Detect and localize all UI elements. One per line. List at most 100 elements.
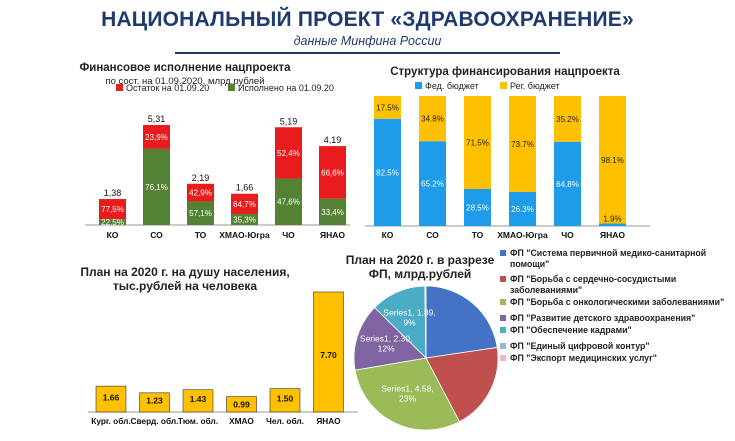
page-title: НАЦИОНАЛЬНЫЙ ПРОЕКТ «ЗДРАВООХРАНЕНИЕ»	[101, 8, 634, 31]
structure-bar-reg-1	[419, 96, 446, 142]
finance-bar-rest-1	[143, 125, 170, 149]
pie-legend-swatch-5	[500, 342, 506, 349]
pie-legend-swatch-4	[500, 327, 506, 333]
finance-bar-done-2	[187, 201, 214, 225]
finance-chart-subtitle: по сост. на 01.09.2020, млрд.рублей	[105, 76, 265, 87]
finance-chart: Остаток на 01.09.20 Исполнено на 01.09.20…	[85, 83, 350, 240]
finance-label-done-4: 47,6%	[277, 198, 300, 207]
finance-label-rest-4: 52,4%	[277, 149, 300, 158]
pie-legend-swatch-3	[500, 314, 506, 321]
finance-bar-rest-4	[275, 127, 302, 179]
structure-bar-fed-5	[599, 223, 626, 226]
percapita-title-line-2: тыс.рублей на человека	[112, 279, 258, 293]
finance-bar-done-0	[99, 219, 126, 225]
percapita-value-2: 1.43	[190, 394, 207, 404]
finance-label-rest-1: 23,9%	[145, 133, 168, 142]
structure-label-reg-3: 73.7%	[511, 140, 534, 149]
finance-total-1: 5,31	[148, 114, 166, 124]
percapita-bar-5	[313, 291, 344, 413]
structure-bar-reg-3	[509, 96, 536, 192]
finance-bar-done-3	[231, 213, 258, 225]
percapita-value-4: 1.50	[277, 393, 294, 403]
finance-legend-label-0: Остаток на 01.09.20	[126, 83, 209, 93]
structure-label-reg-5: 98.1%	[601, 156, 624, 165]
finance-total-5: 4,19	[324, 135, 342, 145]
pie-legend-label-2: ФП "Борьба с онкологическими заболевания…	[510, 297, 725, 307]
pie-slice-label-0-0: Series1, 4.58,	[381, 383, 433, 393]
structure-legend-swatch-0	[415, 82, 422, 89]
pie-legend-label-1: ФП "Борьба с сердечно-сосудистыми заболе…	[510, 274, 677, 295]
finance-bar-done-5	[319, 198, 346, 225]
pie-slice-2	[354, 357, 461, 431]
percapita-bar-3	[226, 396, 257, 413]
pie-legend-item-3: ФП "Развитие детского здравоохранения"	[500, 313, 730, 324]
structure-category-3: ХМАО-Югра	[497, 230, 548, 240]
structure-category-4: ЧО	[561, 230, 574, 240]
structure-bar-reg-5	[599, 96, 626, 224]
finance-total-0: 1,38	[104, 188, 122, 198]
structure-category-2: ТО	[472, 230, 484, 240]
pie-title-line-2: ФП, млрд.рублей	[368, 267, 472, 281]
percapita-bar-0	[95, 385, 127, 413]
percapita-category-4: Чел. обл.	[266, 416, 304, 426]
finance-bar-done-1	[143, 148, 170, 225]
percapita-bar-1	[139, 392, 170, 413]
finance-label-done-1: 76,1%	[145, 183, 168, 192]
pie-legend-swatch-0	[500, 250, 506, 256]
finance-bar-rest-3	[231, 193, 258, 214]
finance-label-done-2: 57,1%	[189, 209, 212, 218]
pie-legend-swatch-1	[500, 276, 506, 282]
finance-label-rest-3: 64,7%	[233, 200, 256, 209]
percapita-value-0: 1.66	[103, 392, 120, 402]
title-underline	[175, 52, 560, 54]
percapita-chart-title: План на 2020 г. на душу населения, тыс.р…	[55, 265, 315, 293]
finance-category-2: ТО	[195, 230, 207, 240]
finance-total-2: 2,19	[192, 173, 210, 183]
finance-bar-rest-5	[319, 146, 346, 199]
percapita-value-1: 1.23	[146, 395, 163, 405]
finance-label-done-3: 35,3%	[233, 215, 256, 224]
pie-slice-5	[424, 285, 427, 359]
finance-total-3: 1,66	[236, 183, 254, 193]
pie-slice-label-1-1: 12%	[378, 344, 395, 354]
pie-chart-title: План на 2020 г. в разрезе ФП, млрд.рубле…	[335, 253, 505, 281]
pie-legend: ФП "Система первичной медико-санитарной …	[500, 248, 730, 366]
percapita-bar-2	[182, 389, 214, 413]
structure-label-fed-3: 26.3%	[511, 205, 534, 214]
finance-label-done-0: 22,5%	[101, 218, 124, 227]
structure-label-fed-1: 65.2%	[421, 180, 444, 189]
structure-label-reg-4: 35.2%	[556, 115, 579, 124]
finance-category-4: ЧО	[282, 230, 295, 240]
percapita-category-0: Кург. обл.	[91, 416, 130, 426]
structure-bar-reg-0	[374, 96, 401, 119]
structure-label-reg-2: 71.5%	[466, 138, 489, 147]
percapita-category-5: ЯНАО	[316, 416, 341, 426]
structure-chart: Фед. бюджет Рег. бюджет 82.5% 17.5% КО 65.2% 3…	[365, 81, 650, 240]
structure-label-fed-5: 1.9%	[603, 215, 621, 224]
structure-bar-fed-0	[374, 118, 401, 226]
percapita-chart: 1.66 Кург. обл. 1.23 Сверд. обл. 1.43 Тюм. об…	[88, 291, 358, 426]
finance-label-rest-2: 42,9%	[189, 189, 212, 198]
structure-legend-label-1: Рег. бюджет	[510, 81, 560, 91]
finance-legend-swatch-1	[228, 84, 235, 91]
pie-legend-item-4: ФП "Обеспечение кадрами"	[500, 325, 730, 336]
pie-legend-item-1: ФП "Борьба с сердечно-сосудистыми заболе…	[500, 274, 730, 295]
pie-slice-label-0-1: 23%	[399, 393, 416, 403]
pie-legend-label-3: ФП "Развитие детского здравоохранения"	[510, 312, 696, 323]
pie-title-line-1: План на 2020 г. в разрезе	[345, 253, 495, 267]
structure-label-fed-2: 28.5%	[466, 203, 489, 212]
structure-category-5: ЯНАО	[600, 230, 625, 240]
pie-legend-item-5: ФП "Единый цифровой контур"	[500, 341, 730, 352]
structure-label-reg-0: 17.5%	[376, 103, 399, 112]
percapita-title-line-1: План на 2020 г. на душу населения,	[80, 265, 290, 279]
percapita-value-5: 7.70	[320, 350, 337, 360]
finance-legend-label-1: Исполнено на 01.09.20	[238, 83, 334, 93]
pie-legend-item-0: ФП "Система первичной медико-санитарной …	[500, 248, 730, 269]
finance-label-done-5: 33,4%	[321, 208, 344, 217]
pie-legend-swatch-6	[500, 355, 506, 361]
percapita-value-3: 0.99	[233, 399, 250, 409]
finance-category-5: ЯНАО	[320, 230, 345, 240]
structure-category-0: КО	[382, 230, 394, 240]
structure-bar-fed-4	[554, 141, 581, 226]
structure-label-fed-4: 64.8%	[556, 180, 579, 189]
